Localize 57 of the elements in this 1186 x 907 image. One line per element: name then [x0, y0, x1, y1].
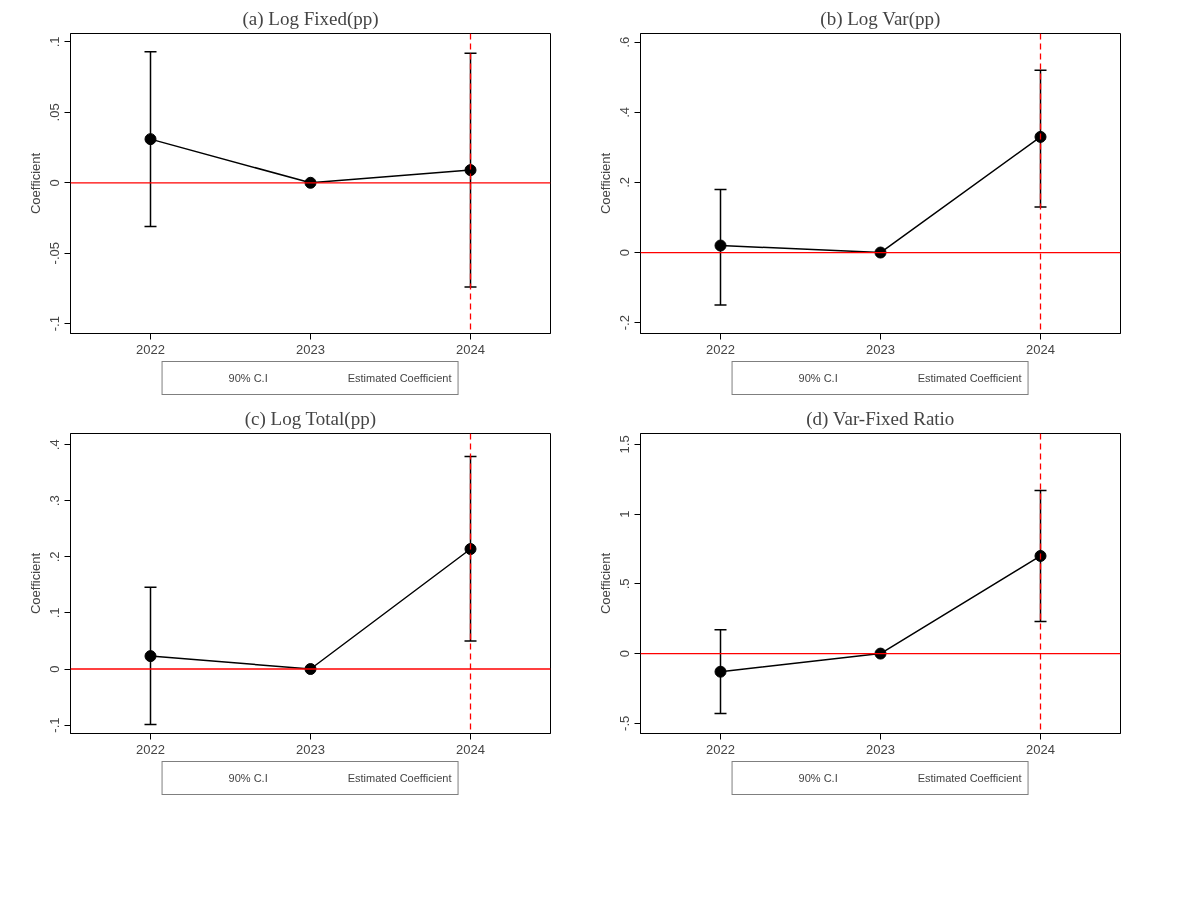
point — [714, 239, 727, 252]
y-axis-title: Coefficient — [597, 152, 613, 215]
y-tick-label: .2 — [617, 177, 633, 188]
point — [1034, 130, 1047, 143]
text: Estimated Coefficient — [917, 372, 1022, 384]
x-tick-label: 2024 — [456, 341, 485, 357]
y-tick-label: -.1 — [47, 717, 63, 733]
x-tick-label: 2024 — [1026, 741, 1055, 757]
y-tick-label: .2 — [47, 551, 63, 563]
chart-title: (b) Log Var(pp) — [820, 7, 941, 30]
text: 90% C.I — [798, 772, 838, 784]
y-tick-label: 1.5 — [617, 435, 633, 454]
y-tick-label: 0 — [47, 665, 63, 673]
chart-title: (c) Log Total(pp) — [244, 407, 376, 430]
y-tick-label: .5 — [617, 578, 633, 590]
y-tick-label: .4 — [47, 439, 63, 451]
x-tick-label: 2023 — [296, 341, 325, 357]
point — [1034, 549, 1047, 562]
y-tick-label: .6 — [617, 36, 633, 48]
text: Estimated Coefficient — [917, 772, 1022, 784]
text: 90% C.I — [798, 372, 838, 384]
point — [714, 665, 727, 678]
y-tick-label: .1 — [47, 36, 63, 48]
y-tick-label: 0 — [617, 248, 633, 257]
chart-title: (d) Var-Fixed Ratio — [806, 407, 955, 430]
x-tick-label: 2024 — [456, 741, 485, 757]
y-tick-label: 0 — [617, 649, 633, 658]
text: Estimated Coefficient — [347, 772, 452, 784]
x-tick-label: 2023 — [296, 741, 325, 757]
x-tick-label: 2022 — [706, 741, 735, 757]
y-tick-label: -.1 — [47, 316, 63, 332]
y-axis-title: Coefficient — [597, 552, 613, 615]
y-tick-label: -.05 — [47, 242, 63, 265]
y-tick-label: .3 — [47, 495, 63, 507]
y-axis-title: Coefficient — [27, 152, 43, 215]
y-tick-label: .1 — [47, 607, 63, 619]
x-tick-label: 2022 — [706, 341, 735, 357]
point — [464, 164, 477, 177]
x-tick-label: 2023 — [866, 341, 895, 357]
y-tick-label: 1 — [617, 510, 633, 518]
y-tick-label: .05 — [47, 103, 63, 122]
y-tick-label: .4 — [617, 106, 633, 118]
x-tick-label: 2022 — [136, 741, 165, 757]
text: 90% C.I — [228, 772, 268, 784]
y-axis-title: Coefficient — [27, 552, 43, 615]
x-tick-label: 2022 — [136, 341, 165, 357]
y-tick-label: -.5 — [617, 715, 633, 731]
chart-title: (a) Log Fixed(pp) — [242, 7, 379, 30]
text: 90% C.I — [228, 372, 268, 384]
x-tick-label: 2023 — [866, 741, 895, 757]
point — [144, 133, 157, 146]
text: Estimated Coefficient — [347, 372, 452, 384]
y-tick-label: 0 — [47, 179, 63, 187]
point — [464, 543, 477, 555]
x-tick-label: 2024 — [1026, 341, 1055, 357]
point — [144, 650, 157, 663]
y-tick-label: -.2 — [617, 315, 633, 331]
